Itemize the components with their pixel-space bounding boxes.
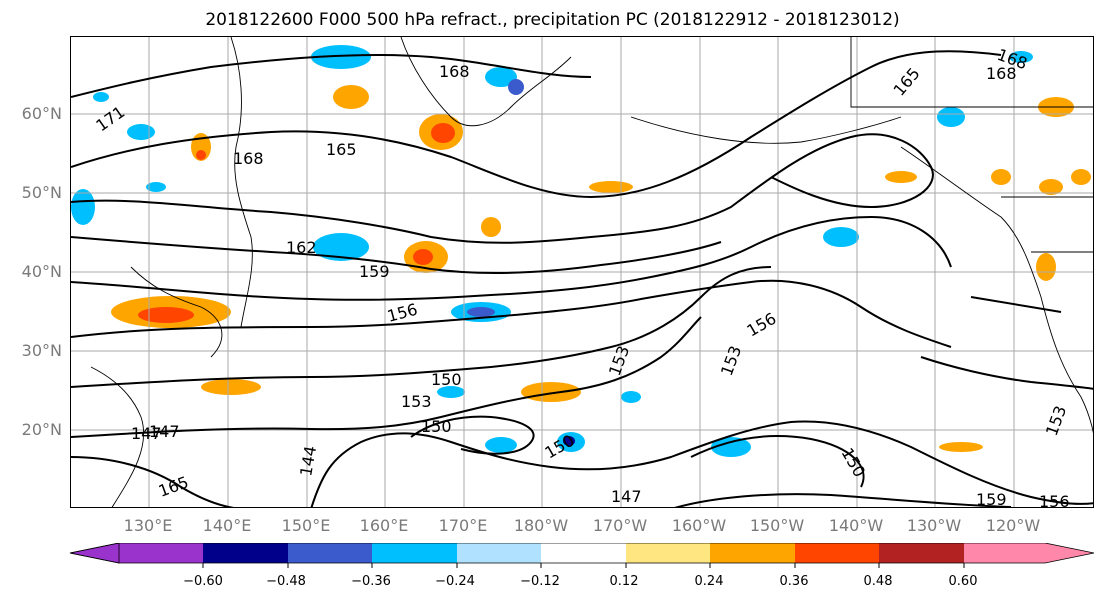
colorbar-tick-label: 0.24 (694, 574, 724, 589)
lon-label: 130°W (906, 516, 962, 535)
contour-label: 159 (359, 262, 390, 281)
colorbar-segment (203, 543, 288, 563)
graticule (71, 37, 1093, 507)
lat-label: 40°N (21, 262, 62, 281)
map-area: 171 168 165 168 162 159 156 153 150 147 … (70, 36, 1094, 508)
colorbar-segment (372, 543, 457, 563)
lon-label: 120°W (985, 516, 1041, 535)
lat-label: 20°N (21, 420, 62, 439)
lon-label: 150°W (749, 516, 805, 535)
contour-label: 165 (890, 64, 924, 100)
contour-label: 168 (439, 62, 470, 81)
colorbar-tick-label: 0.12 (609, 574, 639, 589)
contour-label: 144 (296, 444, 320, 477)
chart-title: 2018122600 F000 500 hPa refract., precip… (205, 10, 900, 30)
colorbar-segment (964, 543, 1094, 563)
colorbar-tick-label: 0.48 (863, 574, 893, 589)
lon-label: 150°E (281, 516, 331, 535)
contour-label: 168 (233, 149, 264, 168)
colorbar-segment (70, 543, 203, 563)
contour-label: 147 (611, 487, 642, 506)
colorbar-tick-label: −0.48 (266, 574, 306, 589)
map-canvas: 171 168 165 168 162 159 156 153 150 147 … (71, 37, 1093, 508)
lon-label: 170°W (592, 516, 648, 535)
contour-label: 150 (431, 370, 462, 389)
contour-label: 156 (1039, 492, 1070, 508)
colorbar-tick-label: −0.12 (520, 574, 560, 589)
lon-label: 140°E (202, 516, 252, 535)
colorbar (69, 543, 1095, 568)
lat-label: 50°N (21, 183, 62, 202)
colorbar-segment (795, 543, 879, 563)
colorbar-tick-label: −0.36 (351, 574, 391, 589)
lon-label: 140°W (828, 516, 884, 535)
contour-label: 153 (717, 343, 745, 378)
contour-label: 165 (326, 140, 357, 159)
colorbar-segment (626, 543, 710, 563)
lat-label: 30°N (21, 341, 62, 360)
lon-label: 170°E (438, 516, 488, 535)
precipitation-fill (71, 45, 1091, 457)
refractivity-contours (71, 50, 1093, 507)
contour-label: 156 (744, 309, 780, 341)
contour-label: 147 (149, 422, 180, 441)
lon-label: 160°W (671, 516, 727, 535)
coastlines (90, 37, 1093, 507)
contour-label: 168 (986, 64, 1017, 83)
colorbar-tick-label: 0.60 (948, 574, 978, 589)
colorbar-segment (288, 543, 372, 563)
colorbar-tick-label: −0.60 (183, 574, 223, 589)
colorbar-tick-label: −0.24 (435, 574, 475, 589)
lon-label: 160°E (359, 516, 409, 535)
colorbar-segment (541, 543, 626, 563)
contour-label: 147 (131, 424, 162, 443)
colorbar-segment (710, 543, 795, 563)
colorbar-tick-label: 0.36 (779, 574, 809, 589)
contour-label: 159 (976, 490, 1007, 508)
contour-label: 150 (421, 417, 452, 436)
contour-label: 153 (401, 392, 432, 411)
contour-label: 171 (92, 102, 128, 135)
colorbar-segment (457, 543, 541, 563)
contour-label: 156 (385, 300, 419, 326)
contour-label: 153 (1042, 403, 1070, 438)
lon-label: 180°W (513, 516, 569, 535)
contour-label: 162 (286, 238, 317, 257)
colorbar-segment (879, 543, 964, 563)
lat-label: 60°N (21, 104, 62, 123)
lon-label: 130°E (123, 516, 173, 535)
